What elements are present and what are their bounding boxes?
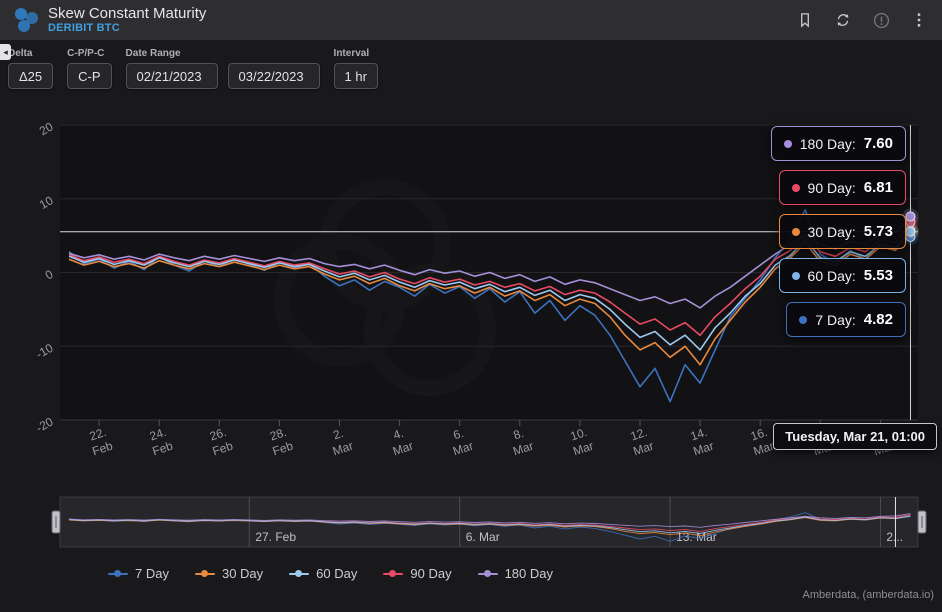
y-axis-label: 20: [37, 119, 56, 138]
x-axis-label: 6.Mar: [446, 424, 475, 458]
series-line-180-day[interactable]: [68, 215, 912, 309]
series-line-90-day[interactable]: [68, 221, 912, 337]
date-range-label: Date Range: [125, 48, 181, 59]
series-color-dot: [791, 271, 800, 280]
amberdata-logo: [12, 6, 40, 34]
x-axis-label: 26.Feb: [206, 424, 235, 458]
interval-label: Interval: [333, 48, 370, 59]
x-axis-label: 14.Mar: [687, 424, 716, 458]
header-actions: [794, 9, 930, 31]
x-axis-label: 4.Mar: [386, 424, 415, 458]
refresh-icon[interactable]: [832, 9, 854, 31]
info-icon[interactable]: [870, 9, 892, 31]
x-axis-label: 10.Mar: [567, 424, 596, 458]
x-axis-label: 8.Mar: [507, 424, 536, 458]
y-axis-label: -20: [33, 414, 55, 435]
tooltip-item-60-day: 60 Day: 5.53: [778, 258, 906, 293]
navigator-series: [68, 515, 911, 534]
legend-item-7-day[interactable]: 7 Day: [108, 566, 169, 581]
legend-label: 180 Day: [504, 566, 553, 581]
interval-control: Interval 1 hr: [333, 48, 378, 89]
x-axis-label: 28.Feb: [266, 424, 295, 458]
interval-select[interactable]: 1 hr: [333, 63, 378, 89]
tooltip-series-value: 4.82: [863, 311, 893, 328]
navigator-label: 6. Mar: [466, 530, 500, 544]
tooltip-series-value: 7.60: [863, 135, 893, 152]
tooltip-item-180-day: 180 Day: 7.60: [770, 126, 906, 161]
tooltip-series-value: 5.53: [863, 267, 893, 284]
legend-marker-icon: [289, 569, 310, 578]
tooltip-series-label: 30 Day:: [807, 223, 856, 240]
call-put-select[interactable]: C-P: [67, 63, 112, 89]
tooltip-series-label: 90 Day:: [807, 179, 856, 196]
y-axis-label: 0: [43, 267, 56, 283]
series-line-30-day[interactable]: [68, 229, 912, 366]
series-color-dot: [791, 227, 800, 236]
kebab-menu-icon[interactable]: [908, 9, 930, 31]
controls-bar: Delta Δ25 C-P/P-C C-P Date Range 02/21/2…: [0, 40, 942, 99]
navigator-handle-right[interactable]: [917, 510, 927, 534]
legend-item-180-day[interactable]: 180 Day: [477, 566, 553, 581]
delta-select[interactable]: Δ25: [8, 63, 54, 89]
date-end-input[interactable]: 03/22/2023: [227, 63, 320, 89]
delta-label: Delta: [8, 48, 33, 59]
legend-marker-icon: [108, 569, 128, 578]
y-axis-label: 10: [37, 193, 56, 212]
footer-credit: Amberdata, (amberdata.io): [802, 589, 934, 601]
legend-label: 7 Day: [135, 566, 169, 581]
legend-item-30-day[interactable]: 30 Day: [194, 566, 264, 581]
navigator-series: [68, 513, 911, 528]
tooltip-series-label: 60 Day:: [807, 267, 856, 284]
page-title: Skew Constant Maturity: [48, 5, 207, 23]
call-put-control: C-P/P-C C-P: [67, 48, 112, 89]
bookmark-icon[interactable]: [794, 9, 816, 31]
legend-marker-icon: [383, 569, 404, 578]
y-axis-label: -10: [33, 341, 55, 362]
legend-label: 60 Day: [316, 566, 358, 581]
series-marker-180-day: [905, 211, 916, 222]
legend-label: 90 Day: [410, 566, 452, 581]
x-axis-label: 16.Mar: [747, 424, 776, 458]
tooltip-series-value: 5.73: [863, 223, 893, 240]
panel-collapse-handle[interactable]: ◂: [0, 44, 11, 60]
series-line-60-day[interactable]: [68, 231, 912, 351]
tooltip-item-90-day: 90 Day: 6.81: [778, 170, 906, 205]
legend-item-90-day[interactable]: 90 Day: [383, 566, 452, 581]
date-range-control: Date Range 02/21/2023 03/22/2023: [125, 48, 320, 89]
x-axis-label: 2.Mar: [326, 424, 355, 458]
x-axis-label: 12.Mar: [627, 424, 656, 458]
header: Skew Constant Maturity DERIBIT BTC: [0, 0, 942, 40]
tooltip-item-30-day: 30 Day: 5.73: [778, 214, 906, 249]
tooltip-series-value: 6.81: [863, 179, 893, 196]
tooltip-item-7-day: 7 Day: 4.82: [786, 302, 906, 337]
x-axis-label: 24.Feb: [146, 424, 175, 458]
legend: 7 Day 30 Day 60 Day 90 Day 180 Day: [108, 566, 553, 581]
navigator-label: 2...: [886, 530, 903, 544]
series-marker-60-day: [905, 226, 916, 237]
date-start-input[interactable]: 02/21/2023: [125, 63, 218, 89]
legend-label: 30 Day: [221, 566, 264, 581]
crosshair-date-tooltip: Tuesday, Mar 21, 01:00: [773, 423, 937, 450]
legend-marker-icon: [194, 569, 215, 578]
series-color-dot: [783, 139, 792, 148]
navigator-handle-left[interactable]: [51, 510, 61, 534]
legend-item-60-day[interactable]: 60 Day: [289, 566, 357, 581]
x-axis-label: 22.Feb: [86, 424, 115, 458]
legend-marker-icon: [477, 569, 498, 578]
delta-control: Delta Δ25: [8, 48, 54, 89]
tooltip-series-label: 180 Day:: [799, 135, 856, 152]
page-subtitle: DERIBIT BTC: [48, 22, 120, 35]
series-color-dot: [799, 315, 808, 324]
series-color-dot: [791, 183, 800, 192]
call-put-label: C-P/P-C: [67, 48, 105, 59]
navigator-label: 27. Feb: [255, 530, 296, 544]
tooltip-series-label: 7 Day:: [815, 311, 856, 328]
